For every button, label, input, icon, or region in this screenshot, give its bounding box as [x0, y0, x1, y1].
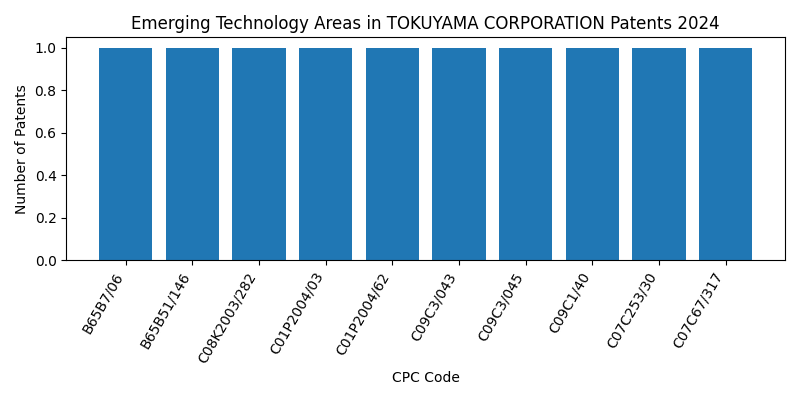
Bar	[632, 48, 686, 260]
Bar	[232, 48, 286, 260]
X-axis label: CPC Code: CPC Code	[392, 371, 459, 385]
Bar	[366, 48, 419, 260]
Y-axis label: Number of Patents: Number of Patents	[15, 84, 29, 214]
Bar	[432, 48, 486, 260]
Bar	[299, 48, 352, 260]
Bar	[499, 48, 552, 260]
Title: Emerging Technology Areas in TOKUYAMA CORPORATION Patents 2024: Emerging Technology Areas in TOKUYAMA CO…	[131, 15, 720, 33]
Bar	[566, 48, 619, 260]
Bar	[166, 48, 219, 260]
Bar	[99, 48, 152, 260]
Bar	[699, 48, 752, 260]
